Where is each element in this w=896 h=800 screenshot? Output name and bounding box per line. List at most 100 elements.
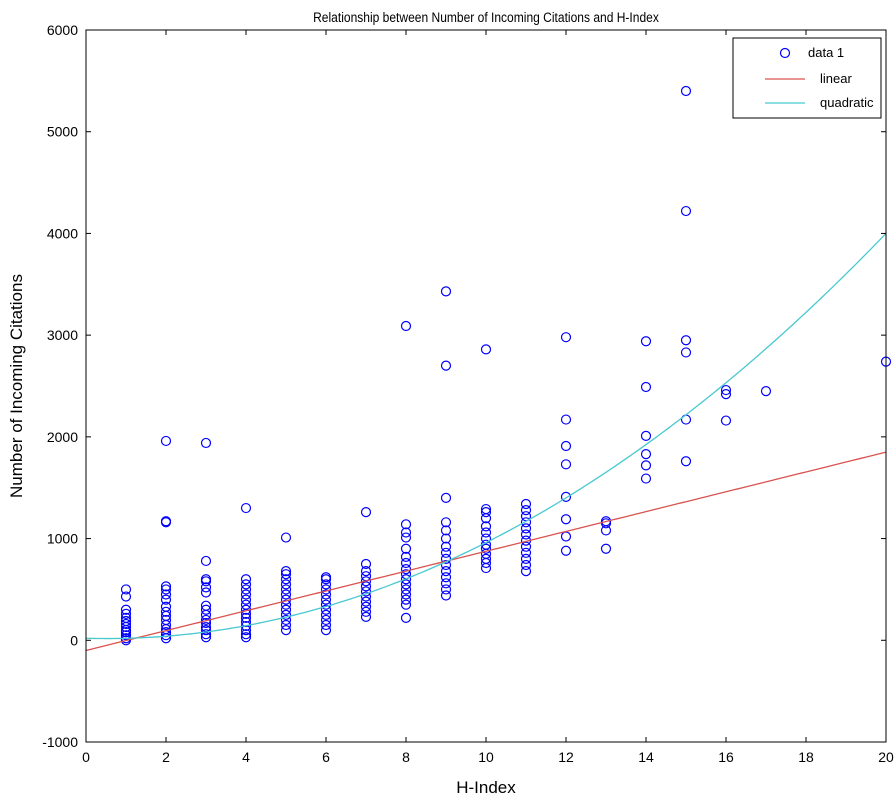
x-tick-label: 20 — [878, 749, 894, 765]
scatter-point — [600, 543, 612, 554]
scatter-point — [520, 498, 532, 510]
scatter-point — [160, 435, 172, 447]
y-tick-label: 2000 — [47, 429, 78, 445]
legend: data 1 linear quadratic — [732, 37, 882, 119]
scatter-point — [160, 601, 172, 612]
scatter-point — [280, 614, 292, 626]
scatter-point — [680, 205, 692, 217]
y-tick-label: 6000 — [47, 22, 78, 38]
scatter-point — [240, 584, 252, 595]
scatter-point — [320, 594, 332, 605]
scatter-point — [240, 574, 252, 585]
scatter-point — [480, 543, 492, 554]
scatter-point — [680, 85, 692, 97]
scatter-point — [120, 615, 132, 627]
scatter-point — [400, 599, 412, 610]
x-tick-label: 10 — [478, 749, 494, 765]
scatter-point — [400, 557, 412, 569]
scatter-point — [160, 584, 172, 595]
scatter-point — [440, 360, 452, 371]
scatter-point — [440, 559, 452, 571]
linear-fit-line — [86, 451, 886, 652]
scatter-point — [520, 559, 532, 571]
scatter-point — [400, 594, 412, 605]
scatter-point — [520, 517, 532, 528]
scatter-point — [200, 582, 212, 593]
scatter-point — [640, 430, 652, 441]
scatter-point — [520, 529, 532, 540]
scatter-point — [680, 347, 692, 358]
scatter-point — [360, 591, 372, 602]
x-tick-label: 14 — [638, 749, 654, 765]
scatter-point — [280, 604, 292, 615]
y-tick-label: 3000 — [47, 327, 78, 343]
scatter-point — [280, 619, 292, 631]
axis-ticks: 0 2 4 6 8 10 12 14 16 18 20-1000010002000300040005… — [42, 22, 894, 765]
scatter-point — [640, 381, 652, 393]
scatter-point — [360, 566, 372, 577]
scatter-point — [640, 473, 652, 484]
scatter-point — [320, 609, 332, 620]
legend-label-quadratic: quadratic — [820, 95, 874, 110]
legend-label-data-1: data 1 — [808, 45, 844, 60]
scatter-point — [400, 551, 412, 562]
scatter-point — [720, 384, 732, 396]
scatter-point — [440, 572, 452, 583]
scatter-point — [360, 558, 372, 570]
scatter-point — [120, 584, 132, 595]
scatter-point — [360, 586, 372, 597]
scatter-point — [720, 415, 732, 426]
scatter-point — [520, 523, 532, 534]
scatter-point — [200, 617, 212, 629]
x-tick-label: 2 — [162, 749, 170, 765]
chart-title: Relationship between Number of Incoming … — [313, 9, 659, 25]
scatter-point — [440, 541, 452, 552]
scatter-point — [400, 543, 412, 554]
scatter-point — [520, 541, 532, 552]
scatter-point — [640, 449, 652, 460]
scatter-point — [200, 600, 212, 611]
x-tick-label: 4 — [242, 749, 250, 765]
x-tick-label: 0 — [82, 749, 90, 765]
scatter-point — [480, 503, 492, 515]
y-tick-label: 1000 — [47, 531, 78, 547]
scatter-point — [520, 566, 532, 577]
scatter-point — [280, 569, 292, 580]
scatter-point — [440, 517, 452, 528]
scatter-point — [160, 594, 172, 605]
scatter-point — [320, 604, 332, 615]
scatter-point — [120, 604, 132, 615]
scatter-point — [280, 584, 292, 595]
x-tick-label: 12 — [558, 749, 574, 765]
scatter-point — [440, 590, 452, 601]
scatter-point — [560, 514, 572, 525]
scatter-point — [280, 589, 292, 600]
quadratic-fit-line — [86, 232, 886, 640]
scatter-point — [120, 608, 132, 619]
scatter-point — [360, 507, 372, 518]
scatter-point — [240, 632, 252, 643]
scatter-point — [240, 629, 252, 640]
scatter-point — [560, 545, 572, 556]
scatter-point — [200, 574, 212, 585]
scatter-point — [320, 619, 332, 631]
scatter-point — [480, 527, 492, 538]
x-tick-label: 6 — [322, 749, 330, 765]
scatter-point — [280, 579, 292, 590]
scatter-point — [560, 414, 572, 425]
scatter-point — [280, 625, 292, 636]
scatter-point — [400, 563, 412, 575]
scatter-point — [360, 606, 372, 617]
scatter-point — [560, 440, 572, 452]
scatter-point — [520, 547, 532, 558]
scatter-series-data-1 — [120, 85, 892, 646]
x-axis-title: H-Index — [456, 778, 516, 797]
scatter-point — [120, 618, 132, 630]
scatter-point — [760, 385, 772, 397]
scatter-point — [480, 553, 492, 565]
scatter-point — [640, 460, 652, 471]
scatter-point — [360, 596, 372, 607]
scatter-point — [160, 614, 172, 626]
scatter-point — [360, 581, 372, 592]
scatter-point — [560, 332, 572, 343]
